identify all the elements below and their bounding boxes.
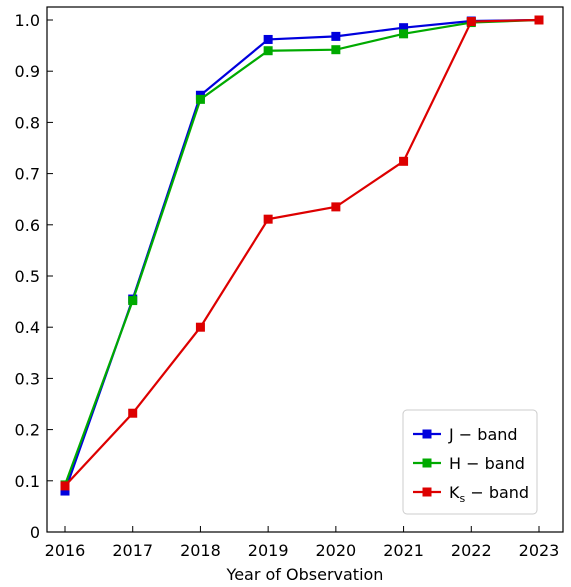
data-point [466, 17, 476, 27]
y-tick-label: 0.2 [15, 421, 40, 440]
legend-marker [422, 458, 432, 468]
legend: J − band H − band Ks − band [402, 409, 538, 515]
x-tick-label: 2023 [519, 541, 560, 560]
x-axis-label: Year of Observation [226, 565, 384, 584]
data-point [128, 296, 138, 306]
y-tick-label: 0.3 [15, 369, 40, 388]
data-point [399, 29, 409, 39]
data-point [534, 15, 544, 25]
x-tick-label: 2017 [112, 541, 153, 560]
y-tick-label: 0.7 [15, 165, 40, 184]
x-axis: 2016 2017 2018 2019 2020 2021 2022 2023 [45, 526, 560, 560]
y-tick-label: 0.1 [15, 472, 40, 491]
y-tick-label: 0.5 [15, 267, 40, 286]
y-tick-label: 0.8 [15, 113, 40, 132]
x-tick-label: 2020 [315, 541, 356, 560]
y-axis: 0 0.1 0.2 0.3 0.4 0.5 0.6 0.7 0.8 0.9 1.0 [15, 11, 53, 542]
data-point [195, 94, 205, 104]
data-point [331, 45, 341, 55]
data-point [399, 23, 409, 33]
y-tick-label: 0 [30, 523, 40, 542]
y-tick-label: 0.6 [15, 216, 40, 235]
y-tick-label: 0.4 [15, 318, 40, 337]
legend-box [402, 409, 538, 515]
x-tick-label: 2022 [451, 541, 492, 560]
legend-label: H − band [449, 454, 525, 473]
data-point [60, 486, 70, 496]
y-tick-label: 1.0 [15, 11, 40, 30]
x-tick-label: 2019 [248, 541, 289, 560]
series-2 [60, 15, 544, 491]
data-point [60, 481, 70, 491]
data-point [399, 156, 409, 166]
series-line [63, 18, 540, 486]
x-tick-label: 2018 [180, 541, 221, 560]
data-point [195, 322, 205, 332]
data-point [331, 202, 341, 212]
series-line [64, 18, 540, 487]
legend-marker [422, 429, 432, 439]
legend-label: J − band [448, 425, 518, 444]
data-point [263, 214, 273, 224]
data-point [263, 34, 273, 44]
x-tick-label: 2016 [45, 541, 86, 560]
data-point [331, 31, 341, 41]
data-point [128, 408, 138, 418]
legend-marker [422, 487, 432, 497]
x-tick-label: 2021 [383, 541, 424, 560]
series-layer [60, 15, 544, 496]
legend-label: Ks − band [449, 483, 529, 505]
y-tick-label: 0.9 [15, 62, 40, 81]
data-point [263, 46, 273, 56]
